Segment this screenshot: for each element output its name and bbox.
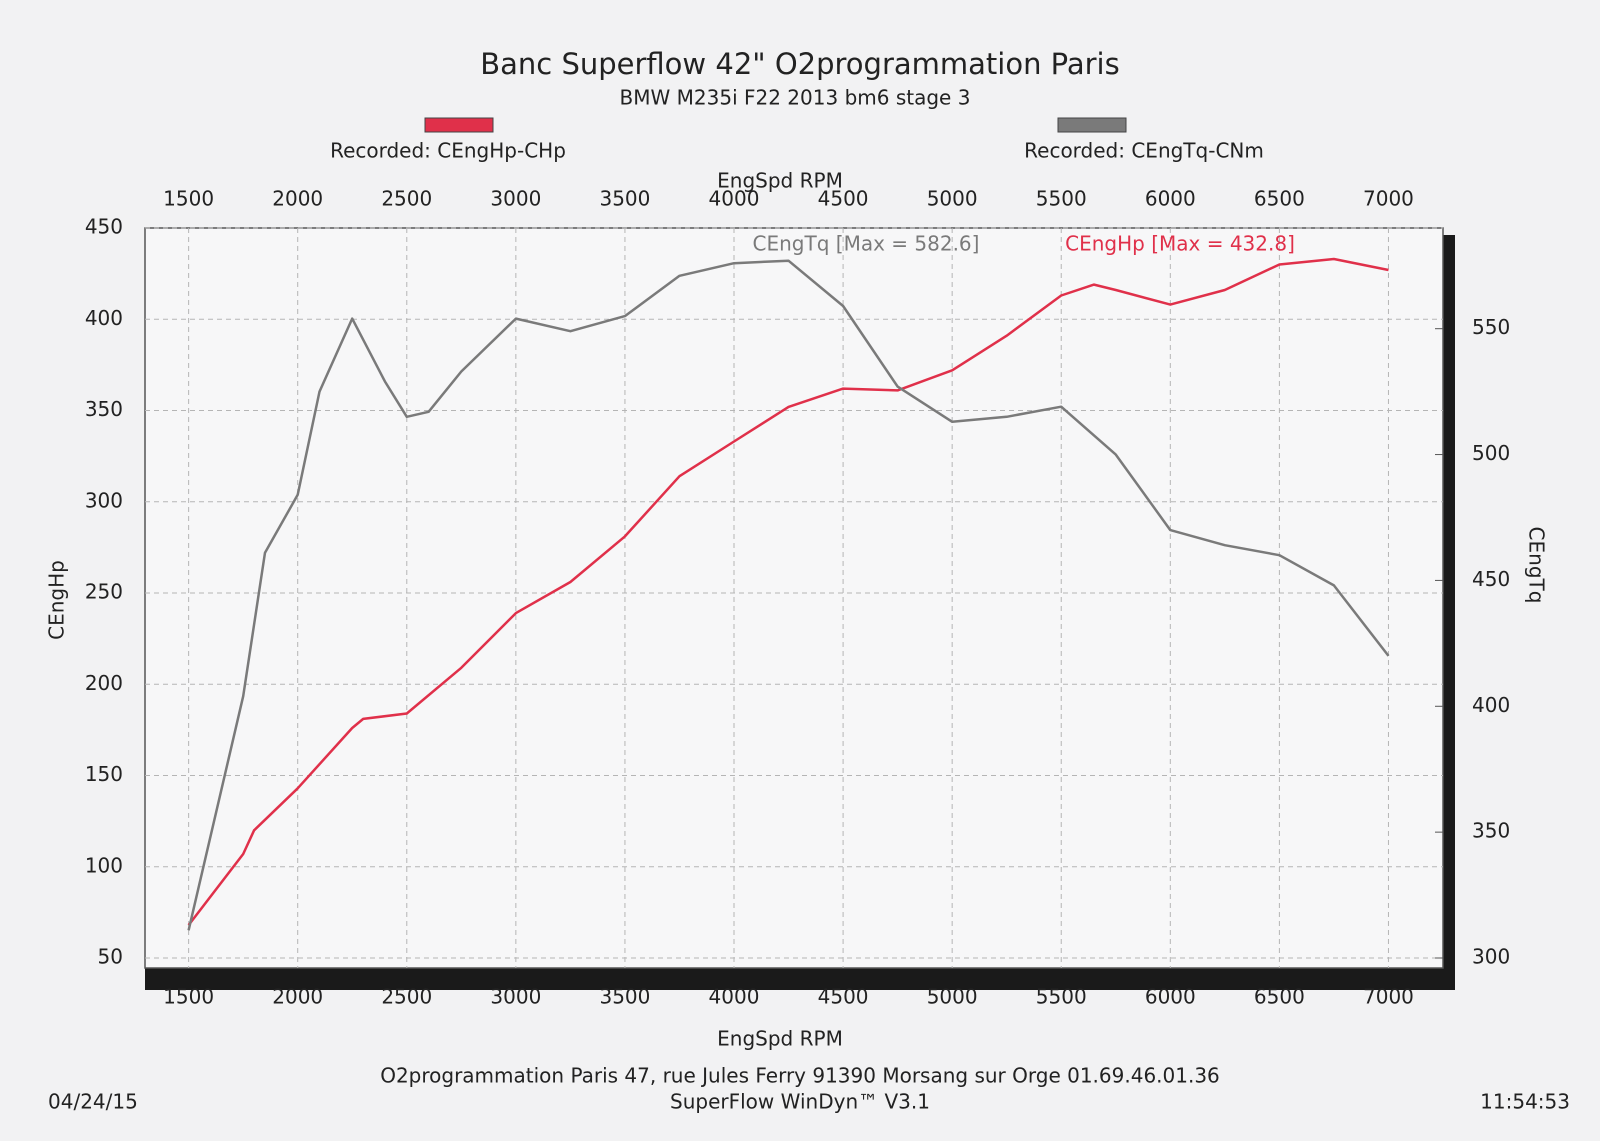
y-tick-label: 350 [85,397,123,421]
x-tick-label-top: 2500 [381,187,432,211]
x-axis-title-top: EngSpd RPM [717,169,843,193]
y-tick-label: 250 [85,580,123,604]
legend-label: Recorded: CEngHp-CHp [330,139,566,163]
x-tick-label-top: 1500 [163,187,214,211]
x-tick-label-top: 5500 [1036,187,1087,211]
x-tick-label: 7000 [1363,985,1414,1009]
chart-title: Banc Superflow 42" O2programmation Paris [480,47,1119,81]
y-tick-label: 300 [85,488,123,512]
x-tick-label: 4500 [818,985,869,1009]
print-time: 11:54:53 [1480,1090,1570,1114]
y2-tick-label: 550 [1472,315,1510,339]
x-axis-title: EngSpd RPM [717,1027,843,1051]
x-tick-label-top: 6000 [1145,187,1196,211]
chart-subtitle: BMW M235i F22 2013 bm6 stage 3 [620,86,971,110]
x-tick-label-top: 2000 [272,187,323,211]
plot-shadow-bottom [145,968,1455,990]
y2-tick-label: 450 [1472,567,1510,591]
footer-line: O2programmation Paris 47, rue Jules Ferr… [380,1064,1220,1088]
x-tick-label-top: 6500 [1254,187,1305,211]
x-tick-label-top: 4500 [818,187,869,211]
y-tick-label: 50 [98,945,123,969]
x-tick-label: 5500 [1036,985,1087,1009]
footer-line: SuperFlow WinDyn™ V3.1 [670,1090,930,1114]
x-tick-label: 2500 [381,985,432,1009]
y-tick-label: 400 [85,306,123,330]
x-tick-label: 2000 [272,985,323,1009]
legend-swatch [1057,117,1127,133]
x-tick-label: 6000 [1145,985,1196,1009]
legend-swatch [424,117,494,133]
y2-tick-label: 300 [1472,945,1510,969]
series-annotation: CEngHp [Max = 432.8] [1065,232,1295,256]
y2-tick-label: 350 [1472,819,1510,843]
y-tick-label: 200 [85,671,123,695]
y2-axis-title: CEngTq [1525,527,1549,604]
x-tick-label: 3000 [490,985,541,1009]
plot-area [144,227,1444,969]
x-tick-label-top: 3000 [490,187,541,211]
x-tick-label-top: 7000 [1363,187,1414,211]
series-line [187,257,1389,926]
y-tick-label: 100 [85,853,123,877]
x-tick-label: 3500 [599,985,650,1009]
y-tick-label: 450 [85,215,123,239]
x-tick-label: 4000 [709,985,760,1009]
series-line [187,259,1390,931]
y-axis-title: CEngHp [45,560,69,640]
x-tick-label-top: 3500 [599,187,650,211]
x-tick-label-top: 5000 [927,187,978,211]
print-date: 04/24/15 [48,1090,138,1114]
y-tick-label: 150 [85,762,123,786]
x-tick-label-top: 4000 [709,187,760,211]
x-tick-label: 5000 [927,985,978,1009]
x-tick-label: 6500 [1254,985,1305,1009]
y2-tick-label: 400 [1472,693,1510,717]
x-tick-label: 1500 [163,985,214,1009]
series-annotation: CEngTq [Max = 582.6] [753,232,980,256]
legend-label: Recorded: CEngTq-CNm [1024,139,1264,163]
y2-tick-label: 500 [1472,441,1510,465]
